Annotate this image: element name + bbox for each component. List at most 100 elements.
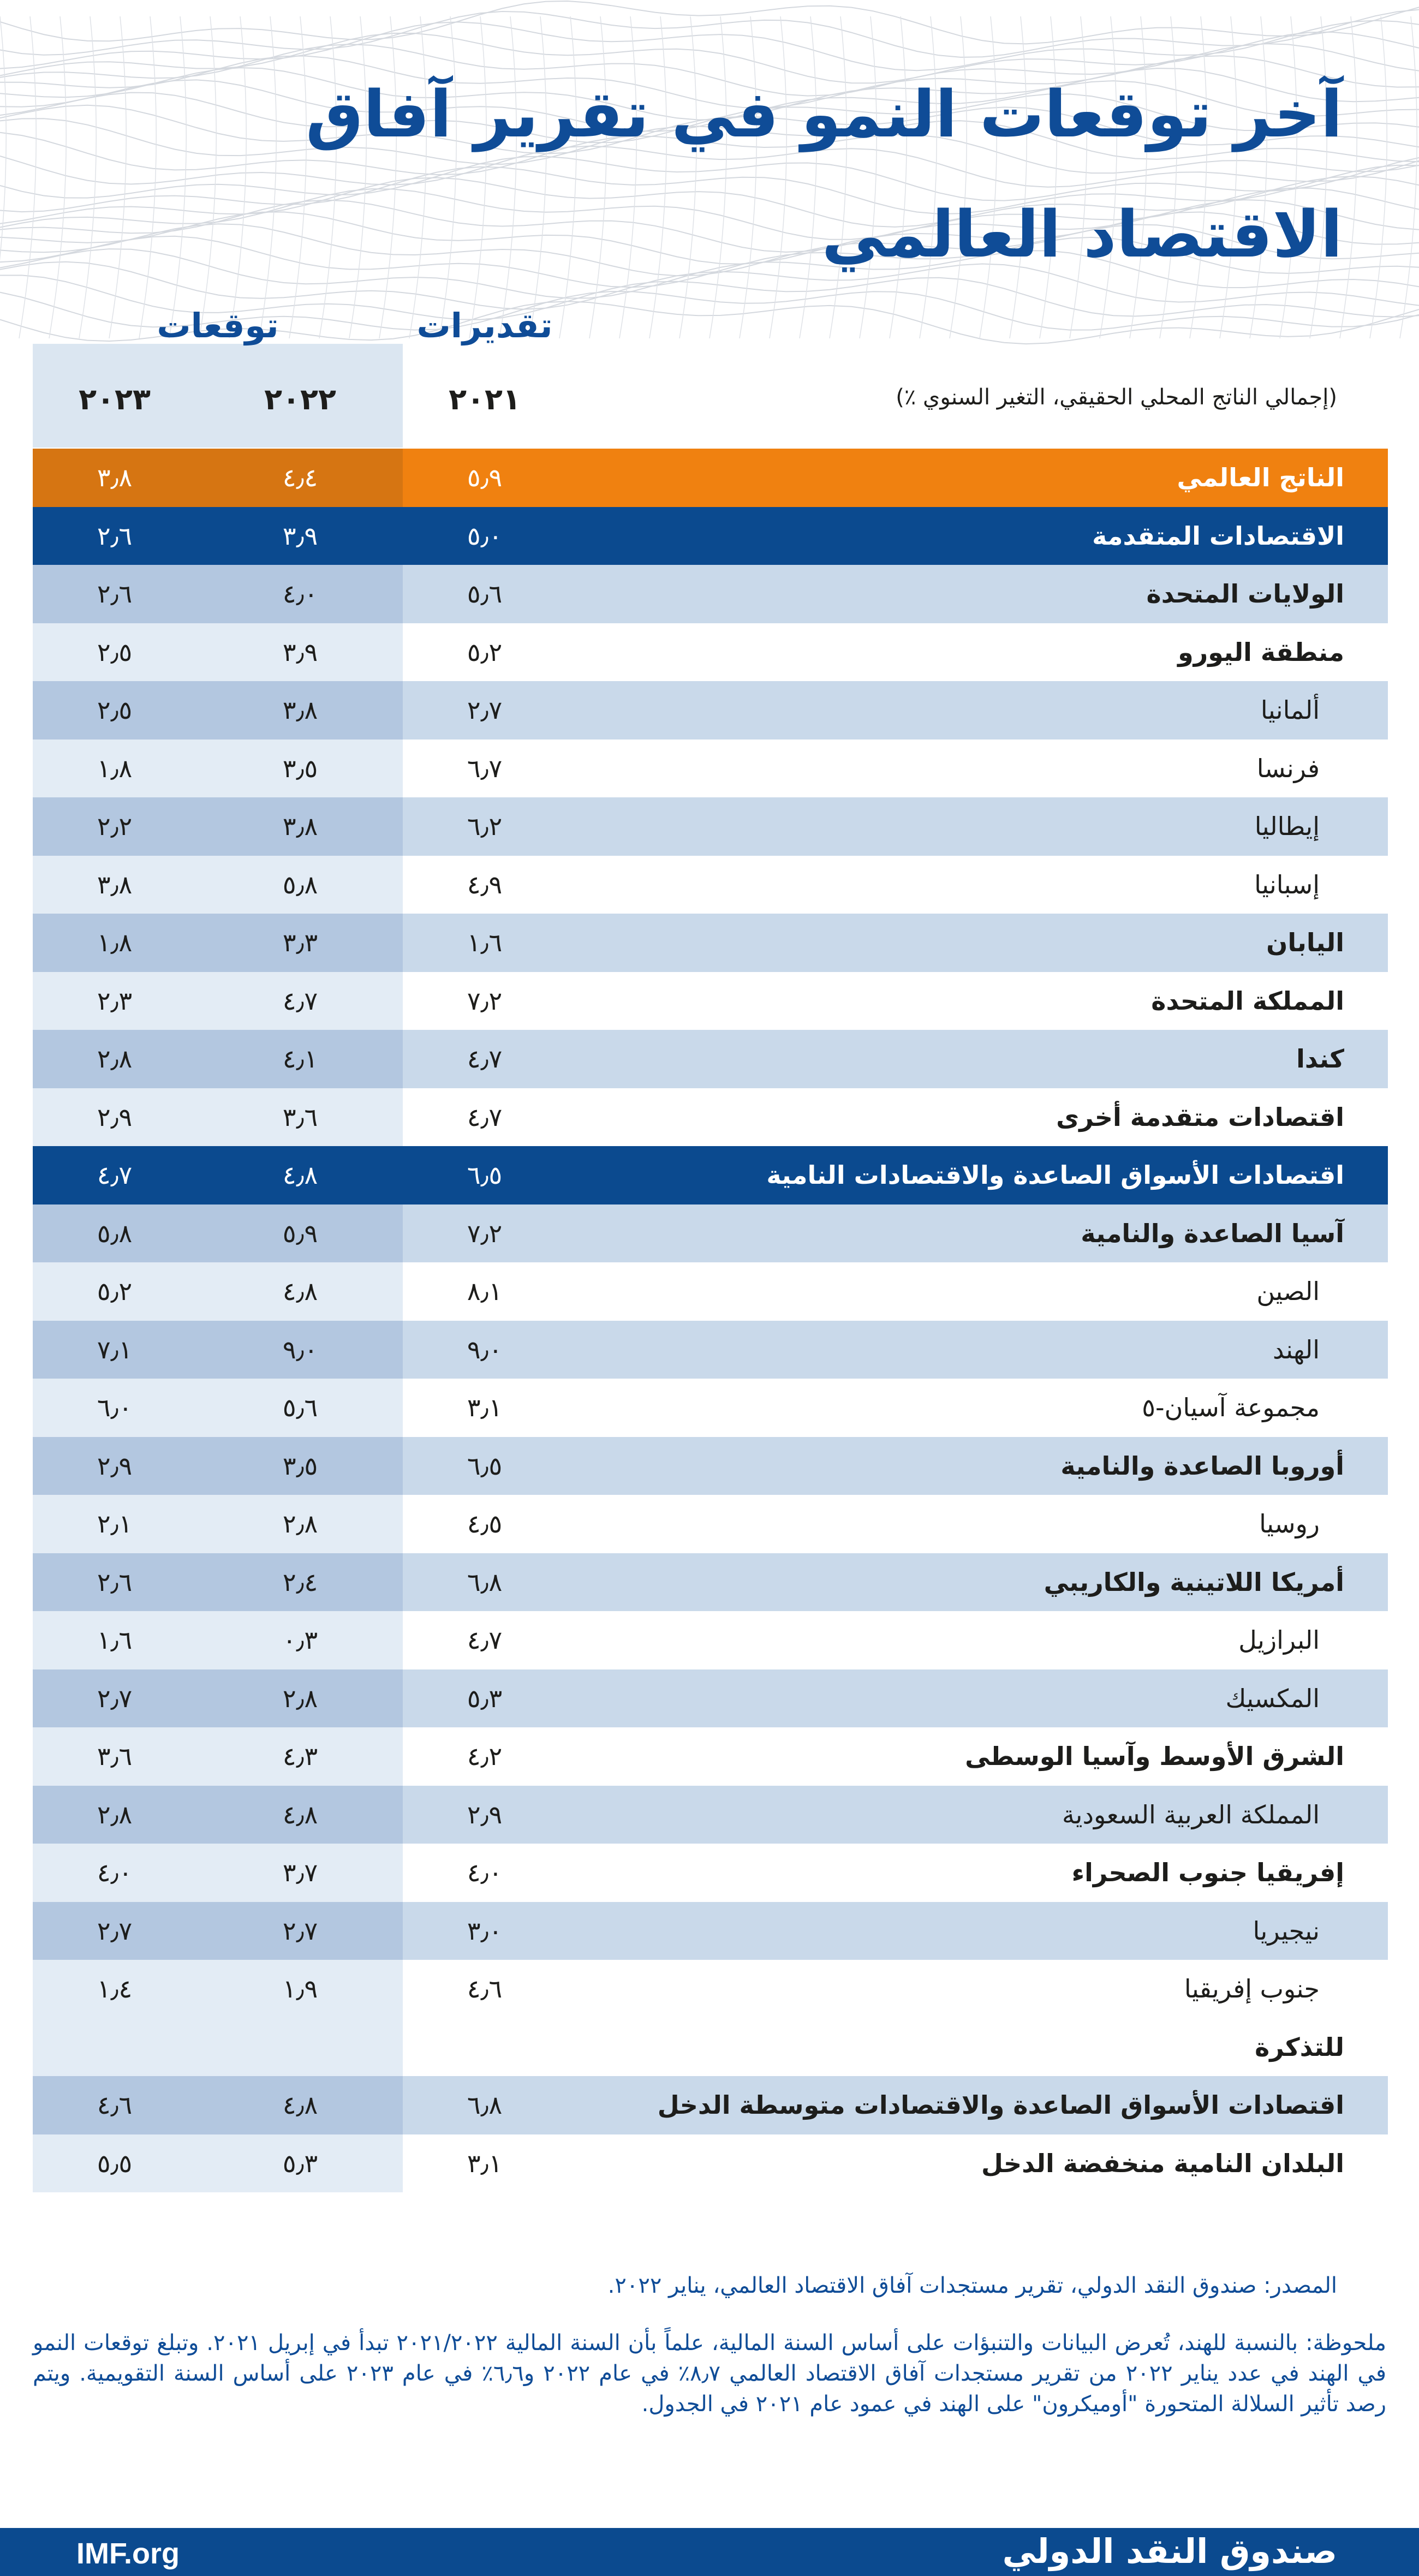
table-row: المملكة المتحدة ٧٫٢ ٤٫٧ ٢٫٣ — [33, 971, 1388, 1030]
value-2023: ٢٫٥ — [97, 695, 133, 725]
value-2022: ٤٫٤ — [282, 463, 318, 492]
mesh-line — [0, 79, 1419, 132]
value-2023: ٣٫٦ — [97, 1742, 133, 1771]
mesh-line — [0, 145, 1419, 188]
forecast-column-cell-bg — [33, 1436, 403, 1495]
mesh-line — [1279, 16, 1297, 339]
value-2022: ٥٫٣ — [282, 2148, 318, 2178]
value-2021: ٤٫٥ — [467, 1509, 503, 1539]
value-2021: ٦٫٥ — [467, 1451, 503, 1481]
forecast-column-cell-bg — [33, 1553, 403, 1611]
mesh-line — [1369, 16, 1387, 339]
value-2023: ٢٫٧ — [97, 1916, 133, 1946]
mesh-line — [79, 16, 97, 339]
table-row: الولايات المتحدة ٥٫٦ ٤٫٠ ٢٫٦ — [33, 565, 1388, 623]
mesh-line — [0, 290, 1419, 331]
footer-url-link[interactable]: IMF.org — [76, 2537, 180, 2570]
mesh-line — [859, 16, 877, 339]
footer-bar: صندوق النقد الدولي IMF.org — [0, 2528, 1419, 2576]
row-label: الاقتصادات المتقدمة — [1092, 521, 1344, 551]
value-2022: ٣٫٣ — [282, 928, 318, 957]
value-2022: ٥٫٩ — [282, 1218, 318, 1248]
footer-org-name: صندوق النقد الدولي — [1002, 2531, 1337, 2571]
row-label: روسيا — [1259, 1509, 1320, 1539]
table-row: روسيا ٤٫٥ ٢٫٨ ٢٫١ — [33, 1495, 1388, 1553]
mesh-line — [0, 156, 1419, 201]
value-2021: ٤٫٧ — [467, 1625, 503, 1655]
value-2023: ٢٫٢ — [97, 812, 133, 841]
value-2021: ٦٫٧ — [467, 753, 503, 783]
value-2022: ٤٫٠ — [282, 579, 318, 609]
forecast-column-cell-bg — [33, 797, 403, 856]
mesh-line — [439, 16, 457, 339]
footnote: ملحوظة: بالنسبة للهند، تُعرض البيانات وا… — [33, 2330, 1387, 2417]
mesh-line — [0, 20, 1419, 71]
mesh-line — [0, 211, 1419, 265]
value-2021: ٧٫٢ — [467, 1218, 503, 1248]
value-2022: ٢٫٨ — [282, 1509, 318, 1539]
value-2021: ٥٫٣ — [467, 1683, 503, 1713]
value-2021: ٣٫١ — [467, 2148, 503, 2178]
table-row: الاقتصادات المتقدمة ٥٫٠ ٣٫٩ ٢٫٦ — [33, 506, 1388, 565]
table-row: اقتصادات الأسواق الصاعدة والاقتصادات الن… — [33, 1146, 1388, 1204]
forecast-column-cell-bg — [33, 914, 403, 972]
forecast-column-cell-bg — [33, 1611, 403, 1669]
mesh-line — [0, 9, 1419, 58]
row-label: المكسيك — [1225, 1683, 1320, 1713]
mesh-line — [1159, 16, 1177, 339]
value-2023: ٣٫٨ — [97, 869, 133, 899]
table-row: إيطاليا ٦٫٢ ٣٫٨ ٢٫٢ — [33, 797, 1388, 856]
table-row: آسيا الصاعدة والنامية ٧٫٢ ٥٫٩ ٥٫٨ — [33, 1204, 1388, 1262]
mesh-line — [1249, 16, 1267, 339]
mesh-line — [1069, 16, 1087, 339]
row-label: جنوب إفريقيا — [1184, 1974, 1320, 2003]
page-title-line-2: الاقتصاد العالمي — [821, 196, 1343, 272]
table-row: الصين ٨٫١ ٤٫٨ ٥٫٢ — [33, 1262, 1388, 1321]
mesh-line — [739, 16, 757, 339]
row-label: فرنسا — [1256, 753, 1320, 783]
row-label: اقتصادات الأسواق الصاعدة والاقتصادات الن… — [766, 1160, 1344, 1190]
value-2022: ٤٫٨ — [282, 1799, 318, 1829]
value-2021: ٤٫٢ — [467, 1742, 503, 1771]
forecast-column-cell-bg — [33, 1901, 403, 1960]
mesh-line — [0, 55, 1419, 109]
row-label: إيطاليا — [1254, 812, 1320, 841]
mesh-line — [139, 16, 157, 339]
forecast-column-header-shading — [33, 344, 403, 448]
mesh-line — [649, 16, 667, 339]
value-2022 — [218, 2018, 382, 2077]
forecast-column-cell-bg — [33, 1495, 403, 1553]
forecast-column-cell-bg — [33, 565, 403, 623]
forecast-column-cell-bg — [33, 1785, 403, 1844]
value-2022: ٢٫٤ — [282, 1567, 318, 1597]
row-label: إفريقيا جنوب الصحراء — [1071, 1858, 1344, 1887]
table-subtitle: (إجمالي الناتج المحلي الحقيقي، التغير ال… — [896, 385, 1337, 410]
mesh-line — [0, 199, 1419, 253]
value-2023: ٥٫٢ — [97, 1277, 133, 1306]
value-2022: ٤٫٧ — [282, 986, 318, 1016]
value-2021 — [403, 2018, 567, 2077]
mesh-line — [169, 16, 187, 339]
forecast-column-cell-bg — [33, 1262, 403, 1321]
mesh-line — [109, 16, 127, 339]
mesh-line — [709, 16, 727, 339]
value-2021: ٣٫١ — [467, 1393, 503, 1422]
mesh-line — [1399, 16, 1417, 339]
value-2023: ٢٫٩ — [97, 1102, 133, 1132]
value-2022: ٤٫٨ — [282, 1160, 318, 1190]
value-2022: ٤٫٨ — [282, 2090, 318, 2120]
value-2021: ٩٫٠ — [467, 1334, 503, 1364]
value-2023: ٢٫٦ — [97, 1567, 133, 1597]
value-2022: ٤٫٣ — [282, 1742, 318, 1771]
mesh-line — [679, 16, 697, 339]
value-2023: ١٫٨ — [97, 928, 133, 957]
value-2021: ٦٫٢ — [467, 812, 503, 841]
forecast-column-cell-bg — [33, 1320, 403, 1379]
value-2023: ٤٫٧ — [97, 1160, 133, 1190]
table-row: الناتج العالمي ٥٫٩ ٤٫٤ ٣٫٨ — [33, 449, 1388, 507]
value-2022: ٣٫٥ — [282, 1451, 318, 1481]
mesh-line — [0, 104, 1419, 154]
value-2021: ٦٫٨ — [467, 1567, 503, 1597]
mesh-line — [289, 16, 307, 339]
value-2023: ٢٫٧ — [97, 1683, 133, 1713]
